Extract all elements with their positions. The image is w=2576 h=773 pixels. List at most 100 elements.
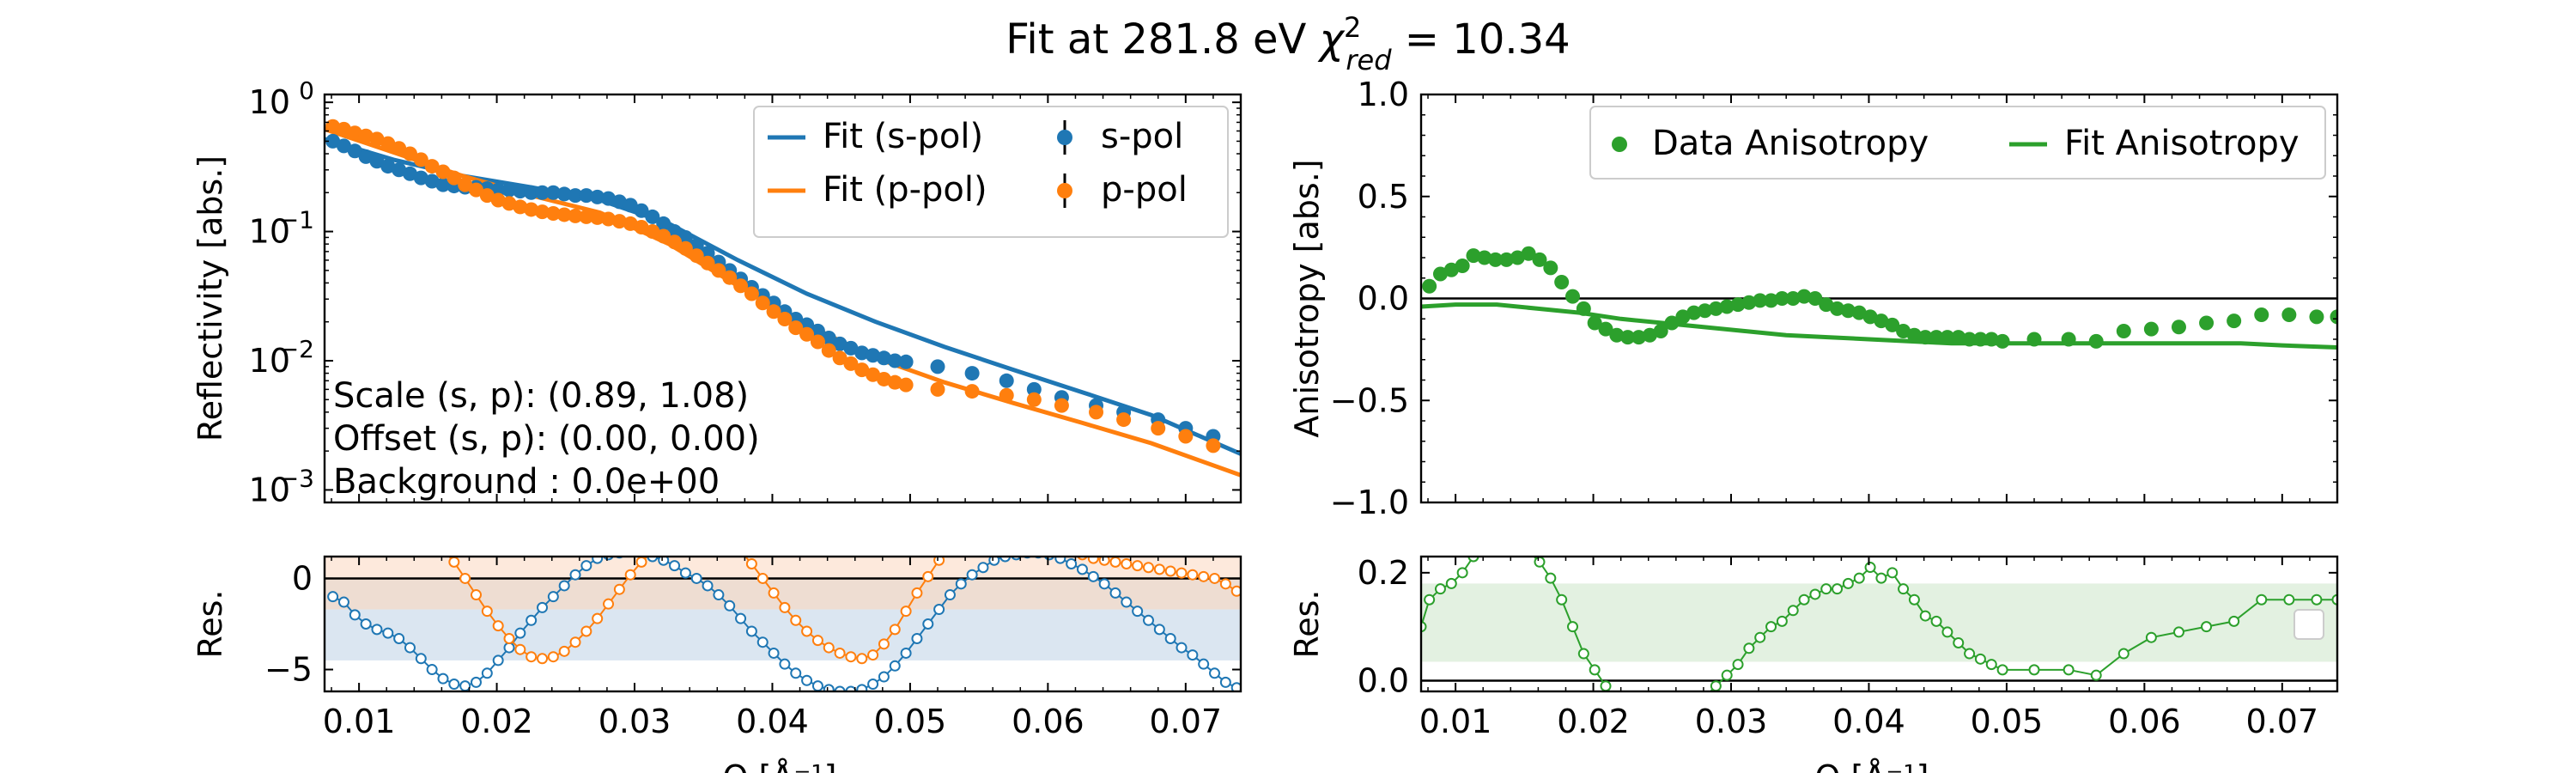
residual-marker	[1853, 572, 1865, 584]
residual-marker	[1479, 541, 1489, 551]
residual-marker	[470, 589, 482, 601]
data-point-p_pol	[667, 234, 683, 250]
x-tick-label: 0.07	[2246, 703, 2319, 740]
residual-marker	[1098, 557, 1110, 566]
y-tick-exponent: −2	[279, 335, 314, 363]
data-point-s_pol	[513, 184, 528, 199]
fit-anisotropy-line	[1421, 302, 2337, 350]
data-point-s_pol	[501, 182, 517, 198]
anisotropy-data-point	[2143, 321, 2159, 337]
y-axis-label: Res.	[191, 590, 229, 659]
axes-frame	[323, 555, 1242, 693]
anisotropy-data-point	[1929, 330, 1944, 345]
residual-marker	[2283, 593, 2295, 606]
anisotropy-data-point	[2227, 313, 2242, 329]
residual-marker	[1787, 605, 1799, 617]
residual-marker	[1121, 596, 1133, 608]
residual-marker	[1209, 572, 1221, 584]
residual-marker	[459, 572, 471, 584]
residual-marker	[1898, 583, 1910, 595]
data-point-p_pol	[766, 304, 781, 320]
residual-marker	[1919, 610, 1931, 622]
anisotropy-data-point	[1521, 246, 1536, 261]
residual-marker	[658, 557, 670, 566]
residual-marker	[537, 601, 549, 613]
residual-marker	[790, 667, 802, 679]
data-point-s_pol	[556, 186, 572, 202]
residual-marker	[823, 684, 835, 691]
legend-label: Fit (p-pol)	[823, 170, 987, 210]
residual-marker	[2090, 669, 2102, 681]
residual-marker	[867, 649, 879, 661]
residual-marker	[1809, 588, 1821, 600]
residual-marker	[1132, 606, 1144, 618]
title-text: Fit at 281.8 eV	[1005, 15, 1319, 64]
residual-marker	[834, 685, 846, 691]
data-point-p_pol	[788, 320, 804, 336]
anisotropy-data-point	[1422, 278, 1437, 294]
residual-marker	[1142, 562, 1154, 574]
residual-marker	[703, 526, 713, 536]
anisotropy-data-point	[1719, 299, 1735, 314]
anisotropy-data-point	[2116, 324, 2131, 338]
residual-marker	[1142, 614, 1154, 626]
residual-marker	[1164, 565, 1176, 577]
anisotropy-data-point	[1686, 305, 1702, 320]
residual-marker	[1153, 563, 1165, 575]
residual-marker	[679, 567, 691, 579]
data-point-p_pol	[447, 170, 462, 186]
data-point-s_pol	[677, 229, 693, 245]
residual-marker	[393, 632, 405, 644]
residual-marker	[437, 673, 449, 685]
data-point-p_pol	[722, 270, 738, 285]
residual-marker	[2256, 593, 2268, 606]
residual-marker	[580, 625, 592, 637]
residual-marker	[372, 523, 381, 533]
residual-marker	[1421, 621, 1427, 633]
residual-marker	[1491, 536, 1500, 545]
data-point-p_pol	[545, 206, 561, 222]
residual-marker	[1886, 567, 1899, 579]
residual-marker	[725, 538, 734, 547]
y-tick-label: 10	[249, 342, 290, 380]
anisotropy-data-point	[2026, 332, 2042, 347]
residual-marker	[933, 557, 945, 566]
figure-title: Fit at 281.8 eV χ2 red = 10.34	[1005, 11, 1570, 76]
residual-marker	[1023, 528, 1032, 538]
residual-marker	[1434, 583, 1446, 595]
anisotropy-data-point	[1962, 332, 1978, 347]
residual-marker	[415, 653, 427, 665]
data-point-s_pol	[392, 162, 407, 178]
residual-marker	[428, 535, 437, 545]
anisotropy-data-point	[1443, 262, 1459, 277]
anisotropy-data-point	[1631, 330, 1647, 345]
title-chi-value: = 10.34	[1392, 15, 1571, 64]
anisotropy-data-point	[1498, 252, 1514, 267]
y-tick-label: 10	[249, 471, 290, 508]
residual-marker	[690, 572, 702, 584]
residual-marker	[1524, 546, 1534, 556]
y-tick-exponent: −3	[279, 464, 314, 492]
residual-marker	[878, 638, 890, 650]
residual-marker	[1645, 730, 1655, 740]
x-tick-label: 0.02	[1557, 703, 1630, 740]
residual-marker	[681, 526, 690, 536]
data-point-s_pol	[369, 154, 385, 169]
data-point-p_pol	[392, 141, 407, 156]
residual-marker	[481, 606, 493, 618]
residual-marker	[613, 583, 625, 595]
residual-marker	[1634, 724, 1643, 733]
data-point-p_pol	[435, 164, 451, 180]
anisotropy-data-point	[1730, 297, 1746, 313]
anisotropy-data-point	[1819, 297, 1834, 313]
data-point-s_pol	[667, 224, 683, 240]
residual-marker	[647, 546, 657, 556]
anisotropy-data-point	[1940, 330, 1955, 345]
residual-marker	[779, 658, 791, 670]
anisotropy-data-point	[1896, 324, 1911, 338]
residual-marker	[756, 636, 769, 648]
plot-area	[325, 523, 1241, 691]
residual-marker	[1710, 680, 1722, 691]
residual-marker	[845, 685, 857, 691]
data-point-s_pol	[380, 159, 396, 174]
